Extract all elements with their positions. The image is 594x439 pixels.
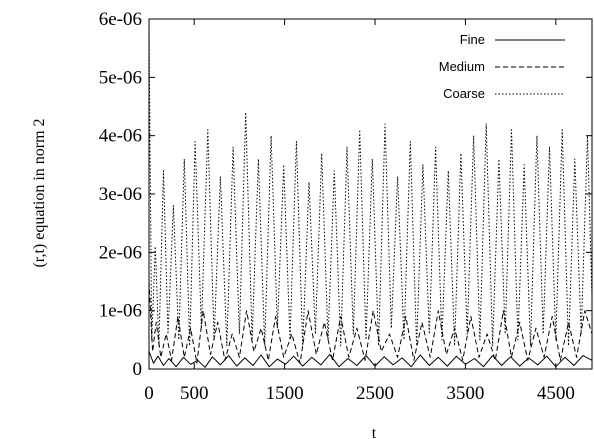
y-tick-label: 2e-06 <box>99 242 142 263</box>
legend: Fine Medium Coarse <box>439 32 565 101</box>
legend-label-coarse: Coarse <box>443 86 485 101</box>
plot-frame <box>148 18 593 370</box>
x-tick-label: 3500 <box>446 383 484 404</box>
y-tick-label: 0 <box>133 359 143 380</box>
x-tick-label: 4500 <box>537 383 575 404</box>
x-tick-label: 2500 <box>356 383 394 404</box>
x-axis: 0 500 1500 2500 3500 4500 <box>144 19 575 404</box>
series-line-fine <box>148 351 593 368</box>
plot-area <box>148 24 593 368</box>
x-axis-title: t <box>372 425 377 439</box>
x-tick-label: 1500 <box>266 383 304 404</box>
y-tick-label: 6e-06 <box>99 9 142 30</box>
legend-label-fine: Fine <box>460 32 485 47</box>
x-tick-label: 0 <box>144 383 154 404</box>
y-tick-label: 4e-06 <box>99 126 142 147</box>
y-axis: 0 1e-06 2e-06 3e-06 4e-06 5e-06 6e-06 <box>99 9 592 380</box>
legend-label-medium: Medium <box>439 59 485 74</box>
series-line-medium <box>148 281 593 364</box>
y-tick-label: 1e-06 <box>99 301 142 322</box>
y-axis-title: (r,t) equation in norm 2 <box>31 118 48 267</box>
series-line-coarse <box>148 24 593 347</box>
y-tick-label: 3e-06 <box>99 184 142 205</box>
x-tick-label: 500 <box>180 383 209 404</box>
y-tick-label: 5e-06 <box>99 67 142 88</box>
